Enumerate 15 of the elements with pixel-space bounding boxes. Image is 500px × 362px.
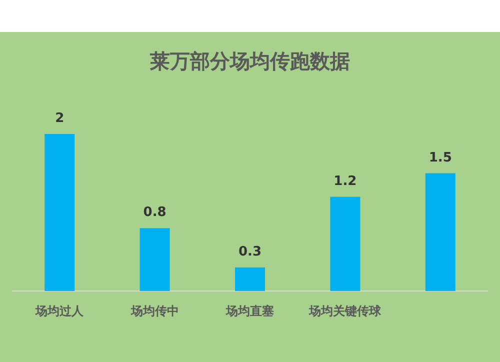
chart-title: 莱万部分场均传跑数据	[149, 49, 350, 73]
data-label: 2	[55, 111, 64, 126]
bar	[330, 196, 360, 291]
bar	[140, 228, 170, 291]
bar	[425, 173, 456, 291]
x-tick-label: 场均传中	[130, 304, 179, 318]
bar	[235, 267, 265, 291]
data-label: 0.3	[238, 244, 262, 260]
data-label: 1.2	[334, 174, 357, 189]
data-label: 0.8	[143, 205, 166, 220]
bar	[44, 134, 75, 291]
x-tick-label: 场均过人	[34, 304, 85, 318]
x-tick-label: 场均关键传球	[308, 304, 382, 318]
data-label: 1.5	[428, 150, 452, 166]
x-tick-label: 场均直塞	[225, 304, 274, 318]
